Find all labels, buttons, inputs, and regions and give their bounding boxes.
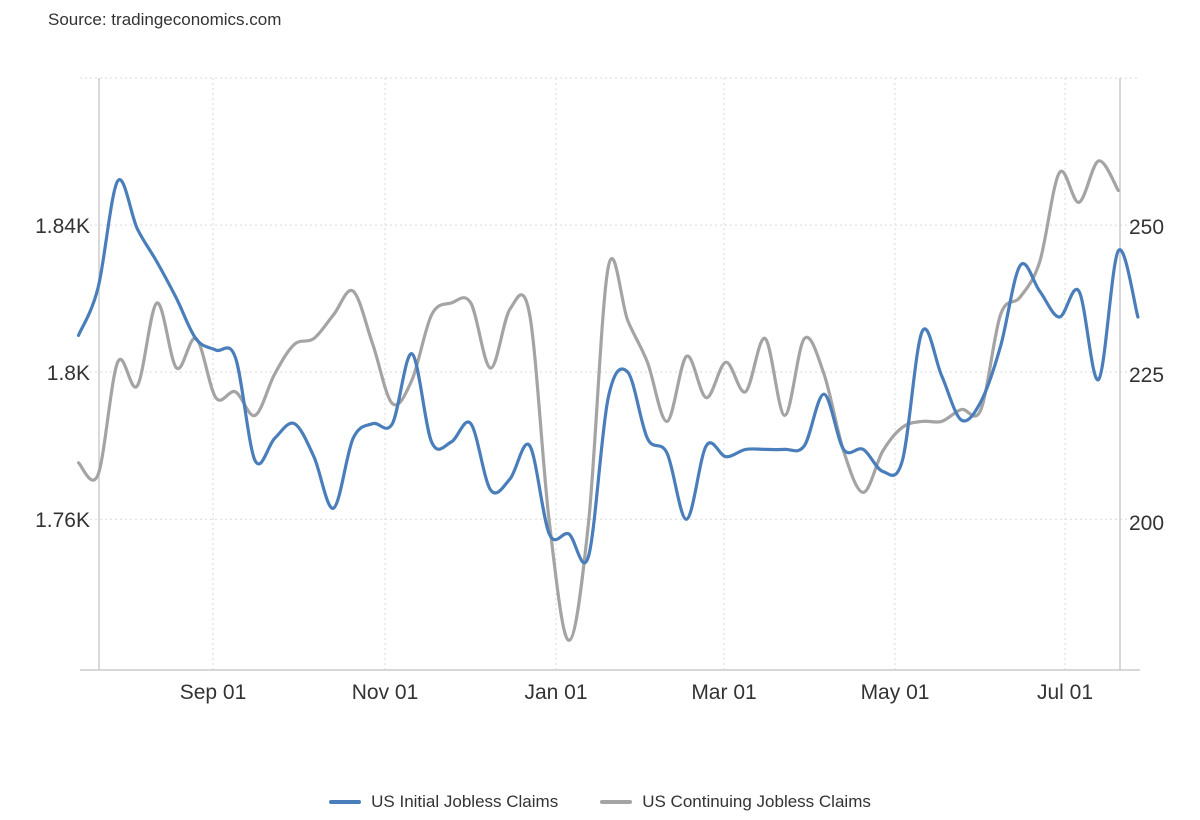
y-right-tick-label: 200 (1129, 512, 1164, 535)
y-right-tick-label: 250 (1129, 216, 1164, 239)
chart-ticks: 1.76K 1.8K 1.84K 200 225 250 Sep 01 Nov 01 Jan 0… (35, 215, 1164, 704)
chart-axes (80, 78, 1140, 671)
y-left-tick-label: 1.8K (47, 362, 90, 385)
chart-grid (80, 77, 1140, 670)
x-tick-label: Jul 01 (1037, 681, 1093, 704)
x-tick-label: May 01 (861, 681, 930, 704)
series-line-initial-claims (76, 178, 1140, 565)
chart-legend: US Initial Jobless Claims US Continuing … (0, 792, 1200, 812)
series-line-continuing-claims (76, 159, 1120, 642)
source-label: Source: tradingeconomics.com (48, 10, 282, 29)
x-tick-label: Mar 01 (691, 681, 756, 704)
y-right-tick-label: 225 (1129, 364, 1164, 387)
legend-swatch-initial-claims (329, 800, 362, 804)
legend-item-initial-claims[interactable]: US Initial Jobless Claims (329, 792, 558, 812)
x-tick-label: Sep 01 (180, 681, 247, 704)
chart-area: 1.76K 1.8K 1.84K 200 225 250 Sep 01 Nov 01 Jan 0… (35, 77, 1164, 704)
legend-swatch-continuing-claims (600, 800, 633, 804)
y-left-tick-label: 1.84K (35, 215, 90, 238)
legend-item-continuing-claims[interactable]: US Continuing Jobless Claims (600, 792, 871, 812)
x-tick-label: Nov 01 (352, 681, 419, 704)
x-tick-label: Jan 01 (524, 681, 587, 704)
legend-label-initial-claims: US Initial Jobless Claims (371, 792, 559, 811)
y-left-tick-label: 1.76K (35, 509, 90, 532)
chart-lines (76, 159, 1140, 642)
legend-label-continuing-claims: US Continuing Jobless Claims (642, 792, 871, 811)
